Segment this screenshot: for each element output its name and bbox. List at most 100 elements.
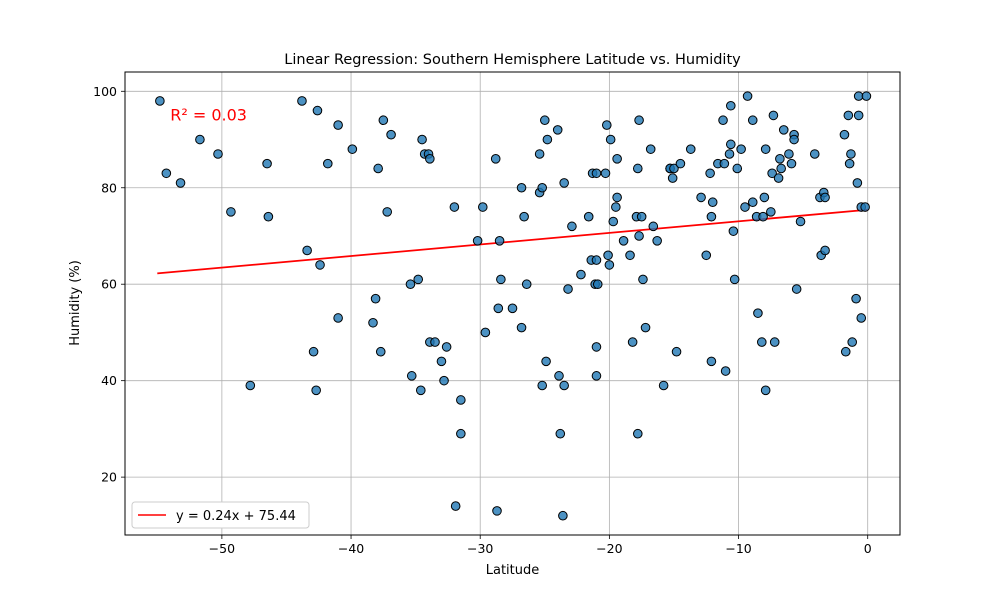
data-point [675,158,686,169]
data-point [612,192,622,203]
data-point [534,149,545,159]
data-point [718,115,728,126]
data-point [519,211,529,222]
data-point [563,284,573,294]
data-point [413,274,424,285]
data-point [820,192,830,203]
data-point [370,293,381,304]
data-point [175,178,186,188]
data-point [537,182,548,193]
data-point [742,91,753,101]
data-point [555,428,566,439]
data-point [405,279,416,290]
data-point [450,501,461,511]
data-point [778,125,789,135]
data-point [592,279,603,290]
data-point [493,303,504,314]
data-point [333,313,343,323]
legend: y = 0.24x + 75.44 [131,501,310,529]
data-point [753,308,763,318]
data-point [729,274,740,285]
data-point [373,163,383,174]
data-point [645,144,656,154]
plot-area-frame [124,71,901,536]
data-point [386,129,396,140]
data-point [758,211,768,222]
data-point [632,428,643,439]
data-point [844,158,855,169]
data-point [382,207,393,217]
data-point [368,317,378,328]
r-squared-annotation: R² = 0.03 [170,105,247,124]
data-point [839,129,850,140]
data-point [263,211,274,222]
data-point [747,197,758,208]
data-point [539,115,550,126]
data-point [541,356,551,367]
data-point [591,342,602,352]
data-point [860,202,870,212]
data-point [425,154,435,164]
data-point [840,346,851,357]
data-point [521,279,532,290]
data-point [516,182,527,193]
data-point [378,115,389,126]
y-tick-label: 80 [101,180,117,195]
data-point [558,510,568,521]
x-tick-label: −20 [596,541,622,556]
data-point [322,158,333,169]
data-point [472,236,483,246]
data-point [456,428,466,439]
data-point [591,255,602,265]
data-point [728,226,739,236]
data-point [775,154,785,164]
data-point [640,322,651,333]
data-point [554,371,564,381]
data-point [537,380,548,391]
data-point [773,173,784,183]
x-tick-label: −30 [467,541,493,556]
data-point [696,192,706,203]
data-point [312,105,323,116]
data-point [559,178,569,188]
data-point [809,149,820,159]
data-point [552,125,563,135]
x-axis-ticks: −50 −40 −30 −20 −10 0 [209,535,872,556]
data-point [496,274,506,285]
data-point [648,221,659,232]
data-points [155,91,872,521]
data-point [618,236,629,246]
data-point [732,163,743,174]
data-point [436,356,447,367]
data-point [625,250,635,261]
data-point [600,168,611,179]
data-point [853,110,864,121]
data-point [634,115,644,126]
data-point [759,192,770,203]
data-point [720,366,731,376]
y-tick-label: 20 [101,470,117,485]
data-point [671,346,682,357]
data-point [603,250,613,261]
data-point [591,168,602,179]
data-point [776,163,786,174]
data-point [507,303,518,314]
data-point [415,385,426,396]
data-point [449,202,460,212]
data-point [494,236,505,246]
data-point [516,322,527,333]
x-tick-label: −10 [725,541,751,556]
data-point [226,207,236,217]
data-point [634,231,644,241]
data-point [767,168,777,179]
x-tick-label: 0 [864,541,872,556]
data-point [786,158,797,169]
data-point [736,144,746,154]
data-point [627,337,638,347]
data-point [760,385,771,396]
data-point [308,346,319,357]
regression-line-layer [157,208,868,275]
y-axis-ticks: 20 40 60 80 100 [93,84,125,485]
x-axis-label: Latitude [486,563,540,578]
